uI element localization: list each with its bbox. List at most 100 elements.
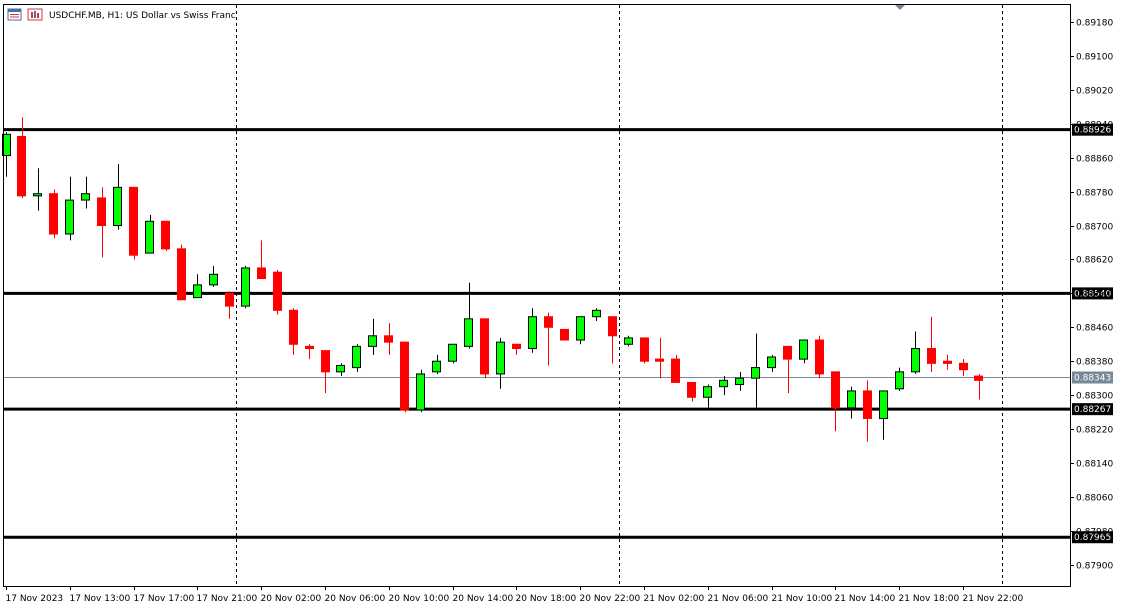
candle-body-bull [624,337,633,345]
y-tick-label: 0.88860 [1076,155,1113,165]
candle [815,335,824,379]
candle [512,343,521,355]
x-tick-label: 21 Nov 22:00 [963,594,1024,604]
y-tick-label: 0.88460 [1076,324,1113,334]
candle [2,132,11,177]
candle-body-bear [655,358,664,362]
x-tick-label: 17 Nov 2023 [6,594,64,604]
plot-border [3,4,1071,587]
candle-body-bear [161,220,170,250]
candle [767,354,776,372]
y-tick-label: 0.88620 [1076,256,1113,266]
candle [225,291,234,319]
chart-shift-marker[interactable] [895,5,905,10]
candle-body-bull [895,371,904,390]
candle [416,369,425,413]
candle-body-bear [687,381,696,398]
level-price-tag [1072,403,1113,416]
candle [608,316,617,364]
candle [65,176,74,241]
candle [640,337,649,364]
y-tick-label: 0.89100 [1076,53,1113,63]
candle [751,333,760,408]
candle [576,316,585,345]
candle-body-bull [879,390,888,419]
x-tick-label: 20 Nov 06:00 [325,594,386,604]
y-tick-label: 0.88540 [1076,290,1113,300]
candle-body-bull [193,284,202,299]
candle [655,337,664,379]
chart-title: USDCHF.MB, H1: US Dollar vs Swiss Franc [49,11,236,21]
time-axis[interactable]: 17 Nov 2023 17 Nov 13:00 17 Nov 17:00 17 No… [6,586,1024,604]
candle-body-bull [496,341,505,375]
candle [959,359,968,377]
candle-body-bear [305,345,314,350]
candle [719,376,728,396]
candle-body-bull [352,345,361,369]
candle [783,345,792,394]
candle [193,274,202,299]
candle [464,282,473,349]
horizontal-levels[interactable]: 0.88926 0.88540 0.88267 0.87965 [4,123,1113,544]
candle-body-bear [400,341,409,411]
x-tick-label: 20 Nov 22:00 [580,594,641,604]
candle [241,265,250,309]
level-price-label: 0.88540 [1074,289,1111,299]
candle-body-bear [384,335,393,343]
candle [161,220,170,251]
candle-body-bear [927,348,936,364]
x-tick-label: 21 Nov 14:00 [835,594,896,604]
y-tick-label: 0.88380 [1076,358,1113,368]
candle-body-bear [17,135,26,197]
period-separators [236,5,1003,586]
candle-body-bear [97,197,106,227]
level-price-tag [1072,531,1113,544]
y-tick-label: 0.89020 [1076,87,1113,97]
candle-body-bear [608,316,617,337]
candle-body-bull [735,377,744,386]
candle-body-bull [336,364,345,373]
candle [400,341,409,413]
y-tick-label: 0.88780 [1076,189,1113,199]
candle-body-bear [943,360,952,364]
candle-body-bull [751,367,760,379]
bid-line-group: 0.88343 [4,371,1113,384]
candle-body-bull [576,316,585,341]
candle [879,390,888,440]
candle [799,339,808,364]
candle [863,380,872,442]
candle-body-bear [671,358,680,383]
candle-body-bull [528,316,537,350]
level-price-label: 0.87965 [1074,533,1111,543]
x-tick-label: 21 Nov 02:00 [644,594,705,604]
candle [847,386,856,419]
level-price-label: 0.88267 [1074,405,1111,415]
chart-bars-icon[interactable] [27,8,43,21]
candle-body-bear [560,328,569,341]
candle-body-bear [273,271,282,311]
candle [496,337,505,389]
y-tick-label: 0.87980 [1076,528,1113,538]
candle-body-bull [209,273,218,286]
y-tick-label: 0.88060 [1076,494,1113,504]
candle-body-bull [767,356,776,369]
candle [177,244,186,301]
candle-body-bull [416,373,425,411]
candle [321,350,330,394]
candle-body-bear [959,362,968,371]
candle-body-bull [799,339,808,360]
candle [49,189,58,239]
candle-body-bull [81,193,90,201]
price-axis[interactable]: 0.89180 0.89100 0.89020 0.88940 0.88860 0.887… [1070,19,1113,572]
chart-list-icon[interactable] [7,8,22,21]
x-tick-label: 17 Nov 13:00 [70,594,131,604]
candle [145,214,154,254]
candle-body-bull [464,318,473,347]
candle [33,168,42,211]
y-tick-label: 0.88140 [1076,460,1113,470]
candle-body-bull [241,267,250,307]
candle-body-bear [257,267,266,280]
candle-body-bear [544,316,553,328]
